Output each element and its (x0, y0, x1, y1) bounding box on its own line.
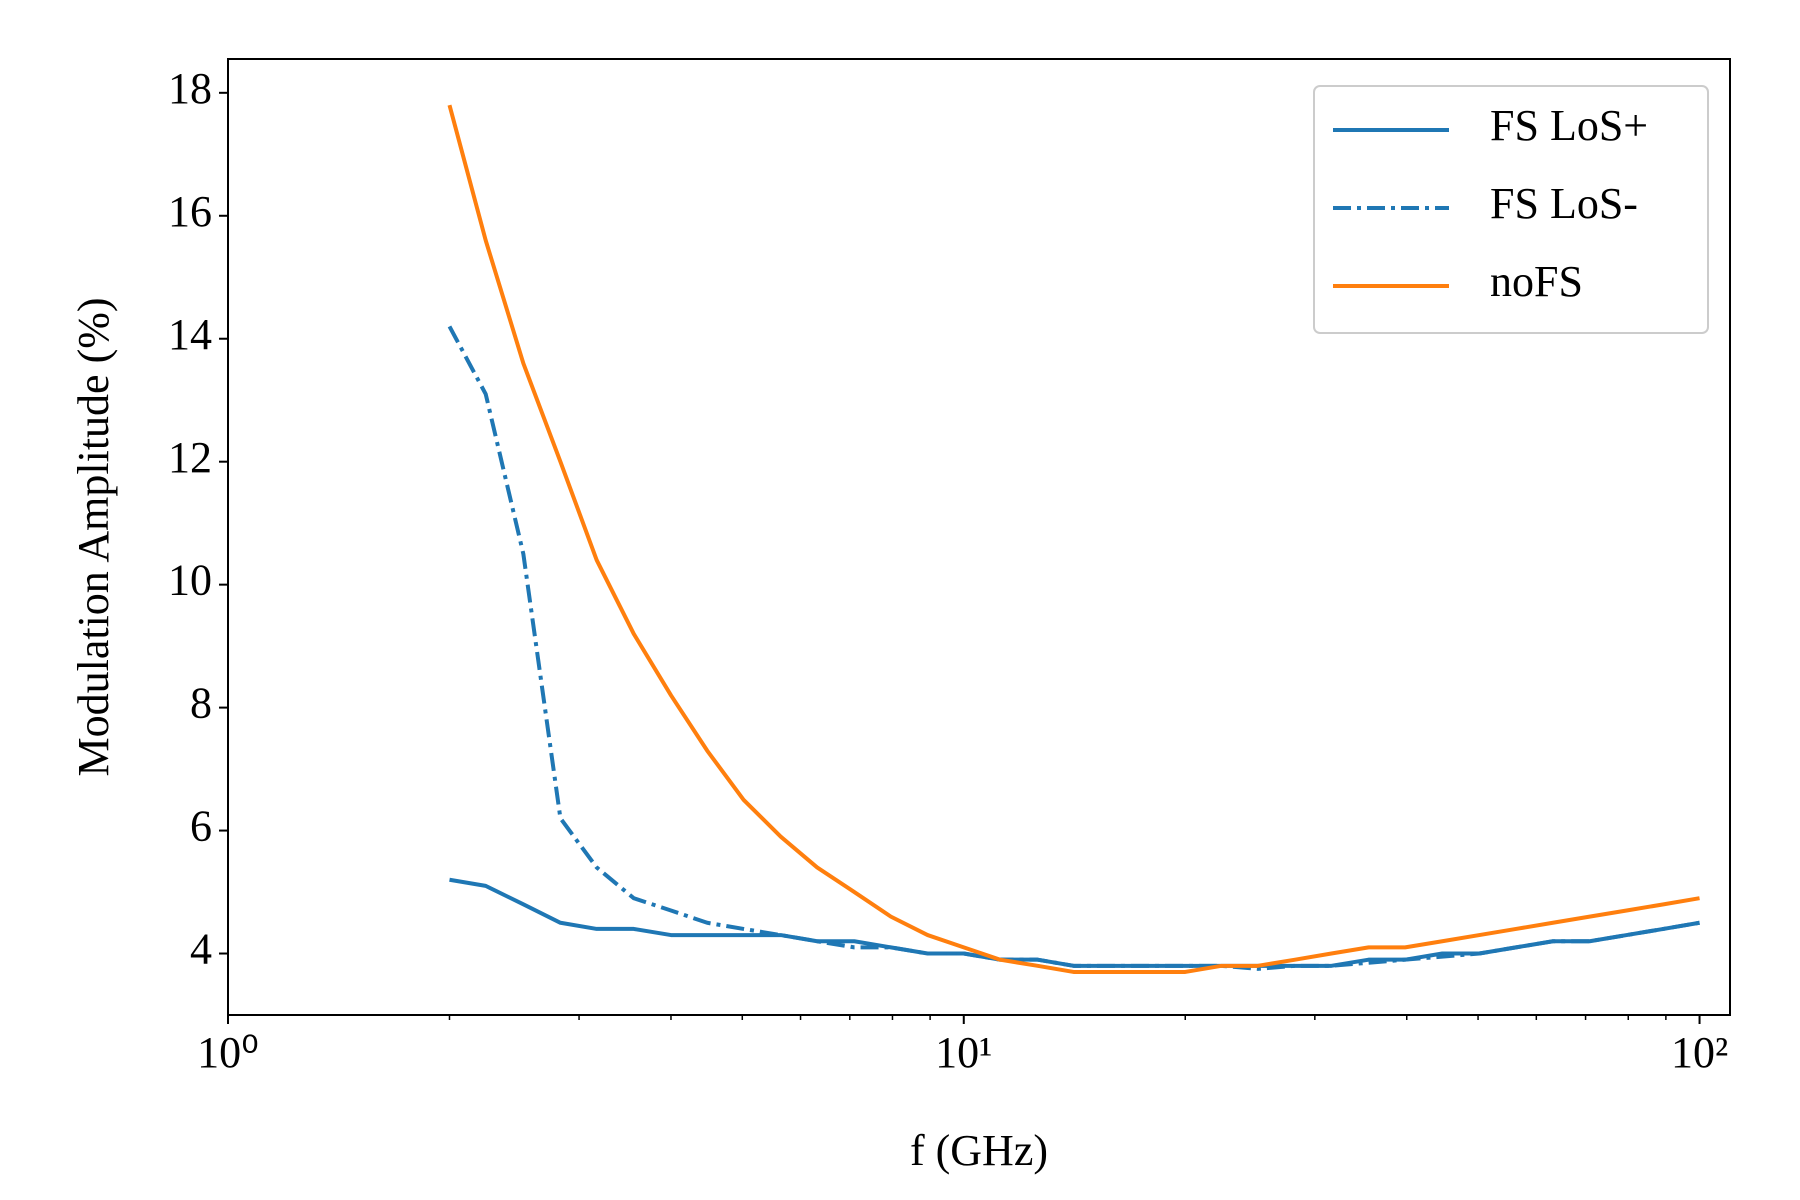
y-tick-label: 18 (168, 64, 212, 113)
legend-label: noFS (1490, 257, 1583, 306)
series-line (447, 325, 1700, 971)
y-tick-label: 14 (168, 310, 212, 359)
series-line (449, 877, 1700, 968)
x-tick-label: 10² (1671, 1028, 1728, 1077)
y-tick-label: 10 (168, 556, 212, 605)
y-tick-label: 12 (168, 433, 212, 482)
y-tick-label: 4 (190, 925, 212, 974)
y-axis-label: Modulation Amplitude (%) (69, 297, 118, 776)
y-tick-label: 6 (190, 802, 212, 851)
y-tick-label: 16 (168, 187, 212, 236)
legend-label: FS LoS+ (1490, 101, 1648, 150)
legend-label: FS LoS- (1490, 179, 1638, 228)
x-axis-label: f (GHz) (910, 1126, 1048, 1175)
x-tick-label: 10⁰ (197, 1028, 259, 1077)
y-tick-label: 8 (190, 679, 212, 728)
plot-frame (227, 58, 1731, 1016)
series-line (447, 104, 1700, 974)
x-tick-label: 10¹ (935, 1028, 992, 1077)
legend-box (1313, 85, 1709, 334)
